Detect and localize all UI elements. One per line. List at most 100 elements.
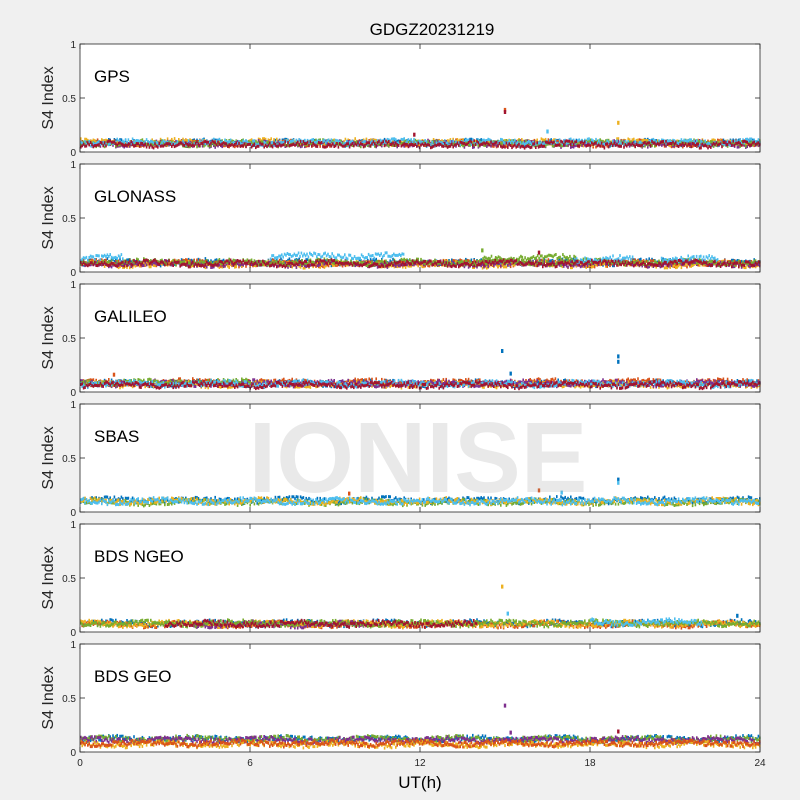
- data-point: [423, 140, 425, 144]
- data-point: [242, 144, 244, 148]
- data-point: [259, 141, 261, 145]
- data-point: [472, 143, 474, 147]
- data-point: [589, 142, 592, 146]
- data-point: [749, 259, 751, 263]
- data-point: [85, 144, 88, 148]
- data-point: [201, 259, 204, 263]
- data-point: [106, 142, 109, 146]
- data-point: [386, 143, 389, 147]
- data-point: [718, 140, 720, 144]
- data-point: [728, 140, 730, 144]
- data-point: [486, 266, 488, 270]
- data-point: [89, 141, 92, 144]
- data-point: [122, 263, 124, 267]
- data-point: [672, 143, 674, 146]
- data-point: [438, 138, 440, 142]
- data-point: [183, 139, 186, 143]
- data-point: [346, 139, 348, 143]
- data-point: [311, 144, 313, 148]
- data-point: [334, 138, 337, 142]
- data-point: [530, 145, 533, 149]
- data-point: [717, 138, 719, 142]
- data-point: [602, 144, 604, 148]
- data-point: [627, 137, 629, 141]
- data-point: [634, 140, 636, 144]
- data-point: [638, 258, 641, 262]
- data-point: [512, 144, 515, 148]
- data-point: [357, 143, 359, 147]
- data-point: [290, 263, 292, 267]
- data-point: [432, 144, 435, 148]
- data-point: [467, 141, 470, 144]
- data-point: [172, 143, 174, 147]
- data-point: [547, 258, 550, 262]
- data-point: [522, 139, 524, 143]
- data-point: [721, 259, 723, 263]
- data-point: [736, 259, 739, 262]
- data-point: [236, 139, 239, 143]
- data-point: [110, 265, 113, 269]
- data-point: [431, 140, 433, 144]
- data-point: [733, 139, 736, 143]
- data-point: [319, 140, 321, 144]
- data-point: [582, 141, 585, 145]
- data-point: [677, 264, 680, 268]
- data-point: [218, 142, 221, 146]
- data-point: [507, 141, 509, 145]
- data-point: [470, 258, 473, 262]
- data-point: [738, 261, 740, 265]
- data-point: [278, 258, 281, 262]
- data-point: [220, 143, 222, 147]
- data-point: [663, 139, 666, 143]
- data-point: [571, 140, 573, 144]
- data-point: [407, 145, 410, 149]
- data-point: [719, 138, 722, 142]
- data-point: [659, 141, 662, 145]
- data-point: [103, 139, 106, 142]
- data-point: [348, 143, 351, 147]
- data-point: [410, 143, 412, 147]
- data-point: [529, 146, 531, 150]
- data-point: [330, 144, 333, 148]
- data-point: [319, 138, 321, 142]
- data-point: [225, 142, 228, 146]
- data-point: [227, 264, 229, 268]
- data-point: [245, 139, 247, 143]
- data-point: [365, 260, 368, 264]
- data-point: [473, 143, 475, 147]
- data-point: [466, 142, 468, 146]
- data-point: [424, 142, 426, 146]
- data-point: [680, 138, 683, 142]
- data-point: [712, 144, 715, 148]
- data-point: [332, 139, 334, 143]
- data-point: [280, 257, 282, 261]
- data-point: [711, 143, 713, 147]
- data-point: [662, 140, 664, 143]
- data-point: [123, 262, 125, 266]
- data-point: [724, 141, 726, 145]
- data-point: [416, 144, 418, 148]
- data-point: [158, 143, 160, 147]
- data-point: [572, 145, 575, 149]
- data-point: [613, 141, 615, 145]
- data-point: [347, 140, 349, 143]
- data-point: [403, 144, 405, 148]
- data-point: [654, 141, 656, 145]
- data-point: [588, 265, 590, 268]
- data-point: [631, 258, 634, 262]
- data-point: [351, 144, 354, 147]
- data-point: [232, 141, 235, 144]
- data-point: [131, 265, 134, 269]
- data-point: [729, 139, 732, 143]
- data-point: [273, 139, 275, 143]
- data-point: [516, 139, 519, 143]
- data-point: [304, 142, 306, 145]
- data-point: [389, 259, 391, 263]
- data-point: [483, 143, 485, 147]
- data-point: [217, 142, 219, 146]
- data-point: [560, 144, 562, 148]
- data-point: [676, 141, 678, 145]
- data-point: [333, 141, 335, 145]
- data-point: [131, 137, 134, 141]
